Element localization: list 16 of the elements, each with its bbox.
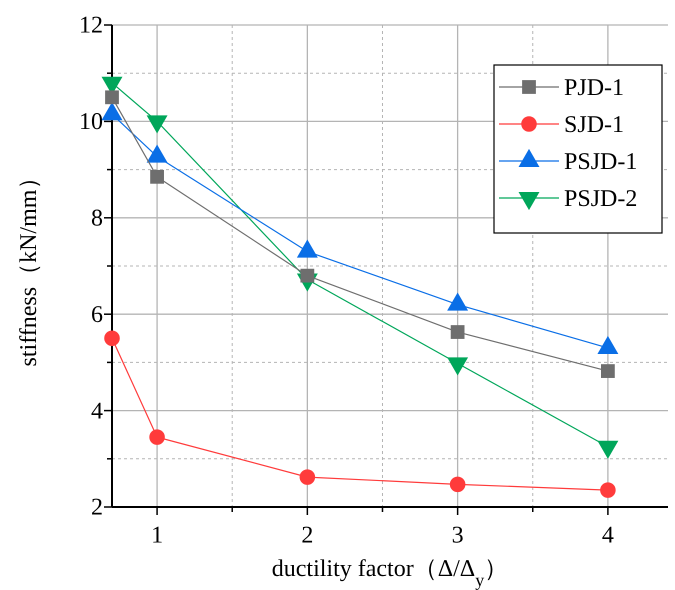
legend-label: PSJD-1: [564, 149, 638, 175]
y-tick-label: 6: [91, 302, 103, 328]
y-tick-label: 12: [79, 12, 103, 39]
x-tick-label: 4: [602, 522, 614, 548]
legend-label: PJD-1: [564, 75, 624, 101]
y-tick-label: 2: [91, 494, 103, 521]
x-tick-label: 1: [151, 522, 164, 548]
legend-label: PSJD-2: [564, 186, 638, 212]
x-axis-title: ductility factor（Δ/Δ$_{y}$）: [272, 556, 508, 590]
y-tick-label: 4: [91, 398, 103, 424]
x-tick-label: 2: [301, 522, 314, 548]
y-axis-title: stiffness（kN/mm）: [16, 166, 42, 366]
legend-label: SJD-1: [564, 112, 624, 138]
y-tick-label: 8: [91, 205, 103, 232]
x-tick-label: 3: [452, 522, 464, 548]
y-tick-label: 10: [79, 109, 103, 136]
